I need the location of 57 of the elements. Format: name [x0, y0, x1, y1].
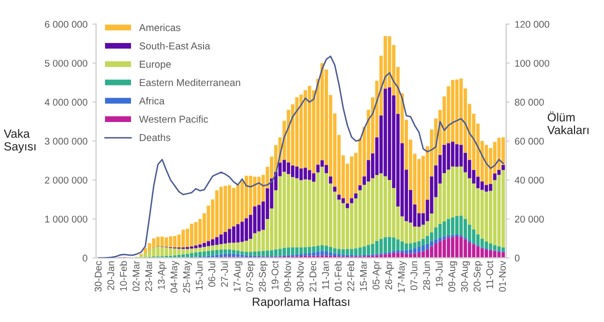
x-tick-label: 25-May [183, 260, 192, 293]
x-tick-label: 13-Apr [158, 260, 167, 290]
y2-axis-title: Ölüm Vakaları [547, 111, 588, 134]
legend-label: South-East Asia [139, 42, 210, 50]
x-tick-label: 15-Mar [360, 260, 367, 291]
x-tick-label: 28-Sep [258, 261, 268, 292]
x-tick-label: 30-Aug [461, 261, 470, 292]
x-tick-label: 20-Sep [474, 261, 482, 292]
x-tick-label: 07-Jun [410, 261, 418, 290]
x-tick-label: 19-Oct [272, 260, 278, 290]
x-tick-label: 20-Jan [107, 261, 114, 290]
x-tick-label: 28-Jun [423, 261, 430, 290]
x-tick-label: 17-Aug [234, 261, 242, 292]
x-tick-label: 27-Jul [220, 261, 228, 287]
legend-label: Africa [139, 97, 165, 104]
y-tick-label: 2 000 000 [44, 176, 88, 184]
y2-tick-label: 80 000 [514, 98, 544, 106]
legend-label: Western Pacific [139, 115, 208, 123]
x-tick-label: 01-Nov [498, 260, 506, 292]
y2-tick-label: 0 [514, 254, 520, 262]
y2-tick-label: 120 000 [515, 20, 550, 28]
x-tick-label: 30-Dec [94, 260, 102, 292]
x-tick-label: 05-Apr [372, 260, 382, 290]
x-tick-label: 22-Feb [347, 261, 354, 292]
x-tick-label: 19-Jul [436, 261, 443, 286]
y-tick-label: 6 000 000 [44, 20, 88, 28]
y-tick-label: 1 000 000 [45, 216, 88, 223]
y-tick-label: 0 [82, 254, 88, 262]
legend-label: Eastern Mediterranean [140, 78, 240, 86]
x-tick-label: 04-May [170, 260, 180, 293]
x-tick-label: 15-Jun [196, 261, 203, 290]
x-tick-label: 17-May [398, 260, 407, 292]
y2-tick-label: 100 000 [515, 60, 550, 67]
legend-label: Europe [140, 60, 171, 70]
x-axis-title: Raporlama Haftası [252, 297, 350, 308]
y2-tick-label: 20 000 [514, 216, 544, 223]
x-tick-label: 23-Mar [145, 260, 152, 292]
x-tick-label: 09-Nov [284, 260, 292, 292]
x-tick-label: 11-Jan [322, 261, 329, 289]
legend-label: Americas [139, 24, 180, 32]
y-tick-label: 4 000 000 [44, 98, 88, 106]
x-tick-label: 21-Dec [309, 260, 316, 292]
x-tick-label: 02-Mar [132, 260, 140, 292]
y-axis-title: Vaka Sayısı [4, 129, 36, 153]
legend-label: Deaths [140, 134, 170, 142]
y2-tick-label: 40 000 [514, 176, 544, 184]
x-tick-label: 01-Feb [334, 261, 342, 292]
x-tick-label: 26-Apr [385, 260, 394, 290]
x-tick-label: 11-Oct [486, 260, 494, 288]
x-tick-label: 30-Nov [296, 260, 304, 292]
x-tick-label: 10-Feb [120, 261, 127, 291]
x-tick-label: 06-Jul [208, 261, 216, 287]
y-tick-label: 5 000 000 [44, 60, 88, 67]
x-tick-label: 07-Sep [246, 261, 256, 292]
x-tick-label: 09-Aug [448, 261, 458, 292]
y-tick-label: 3 000 000 [44, 138, 88, 145]
y2-tick-label: 60 000 [514, 138, 544, 145]
